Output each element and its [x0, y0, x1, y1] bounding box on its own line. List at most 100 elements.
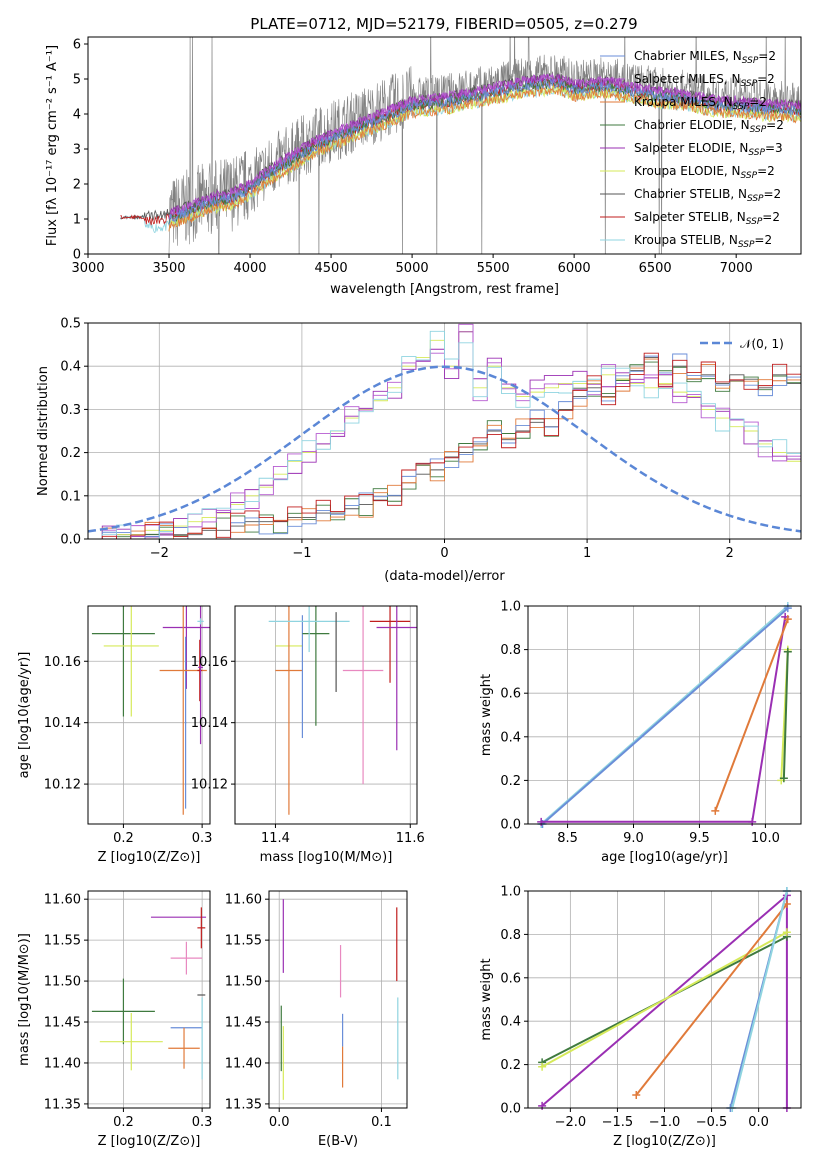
histogram-salpeter_miles: [88, 323, 801, 539]
weight-line: [731, 890, 788, 1109]
massweight_vs_Z-panel: −2.0 −1.5 −1.0 −0.5 0.0 0.0 0.2 0.4 0.6 0.8 1.0 Z […: [479, 885, 802, 1149]
y-tick-label: 11.35: [44, 1097, 81, 1112]
x-tick-label: 0: [440, 546, 448, 561]
x-tick-label: 5000: [396, 261, 429, 276]
axes-frame: [87, 36, 802, 255]
y-tick-label: 0.0: [500, 1102, 521, 1117]
errorbars: [91, 907, 207, 1080]
model-line-salpeter_miles: [168, 73, 801, 220]
y-tick-label: 11.50: [44, 975, 81, 990]
errorbars: [268, 606, 417, 815]
weight-marker: [783, 615, 792, 624]
model-line-chabrier_miles: [168, 77, 801, 225]
histogram-salpeter_stelib: [88, 352, 801, 539]
x-tick-label: 8.5: [557, 831, 578, 846]
y-tick-label: 4: [73, 108, 81, 123]
x-tick-label: 9.5: [689, 831, 710, 846]
legend-label: Chabrier STELIB, NSSP=2: [634, 187, 781, 204]
y-axis-label: mass weight: [479, 958, 494, 1040]
spectrum-panel: 3000 3500 4000 4500 5000 5500 6000 6500 7000 0 1 2 3…: [45, 36, 802, 297]
legend-label: Chabrier ELODIE, NSSP=2: [634, 118, 784, 135]
y-tick-label: 3: [73, 143, 81, 158]
y-tick-label: 0.8: [500, 643, 521, 658]
axes-frame: [527, 890, 802, 1109]
y-axis-label: Flux [fλ 10⁻¹⁷ erg cm⁻² s⁻¹ A⁻¹]: [45, 45, 60, 246]
weight-line: [714, 618, 789, 812]
residual-lines: [88, 323, 801, 539]
axes-frame: [87, 890, 211, 1109]
y-tick-label: 11.60: [225, 893, 262, 908]
y-tick-label: 5: [73, 73, 81, 88]
x-tick-label: 11.6: [396, 831, 425, 846]
y-tick-label: 1.0: [500, 600, 521, 615]
y-tick-label: 11.55: [44, 934, 81, 949]
weight-marker: [782, 928, 791, 937]
y-tick-label: 11.45: [225, 1016, 262, 1031]
histogram-chabrier_elodie: [88, 361, 801, 539]
y-tick-label: 0.2: [500, 1058, 521, 1073]
age_vs_mass-panel: 11.4 11.6 10.12 10.14 10.16 mass [log10(M/M⊙)…: [191, 605, 425, 865]
weight-marker: [779, 774, 788, 783]
x-axis-label: Z [log10(Z/Z⊙)]: [613, 1134, 716, 1149]
x-tick-label: −1: [292, 546, 311, 561]
weight-line: [782, 651, 789, 779]
x-axis-label: mass [log10(M/M⊙)]: [260, 850, 393, 865]
legend-label: Salpeter MILES, NSSP=2: [634, 72, 775, 89]
y-tick-label: 0.5: [60, 317, 81, 332]
x-axis-label: Z [log10(Z/Z⊙)]: [98, 850, 201, 865]
x-axis-label: wavelength [Angstrom, rest frame]: [330, 282, 559, 297]
y-axis-label: mass [log10(M/M⊙)]: [17, 933, 32, 1066]
x-tick-label: 0.2: [113, 1115, 134, 1130]
x-tick-label: 6500: [639, 261, 672, 276]
x-tick-label: 11.4: [261, 831, 290, 846]
histogram-chabrier_miles: [88, 353, 801, 539]
weight-marker: [711, 806, 720, 815]
y-tick-label: 0.1: [60, 489, 81, 504]
x-tick-label: 0.3: [192, 1115, 213, 1130]
massweight_vs_age-panel: 8.5 9.0 9.5 10.0 0.0 0.2 0.4 0.6 0.8 1.0 age [log1…: [479, 600, 802, 865]
legend-label: 𝒩(0, 1): [740, 337, 784, 351]
errorbars: [280, 899, 399, 1100]
y-tick-label: 0.2: [500, 774, 521, 789]
normal-curve: [88, 365, 801, 533]
x-tick-label: 5500: [477, 261, 510, 276]
errorbars: [91, 606, 210, 815]
y-tick-label: 0.6: [500, 971, 521, 986]
y-tick-label: 0.8: [500, 928, 521, 943]
x-tick-label: −2.0: [555, 1115, 587, 1130]
x-tick-label: 0.0: [269, 1115, 290, 1130]
y-tick-label: 2: [73, 178, 81, 193]
y-tick-label: 10.12: [191, 778, 228, 793]
x-tick-label: −1.5: [602, 1115, 634, 1130]
x-axis-label: Z [log10(Z/Z⊙)]: [98, 1134, 201, 1149]
y-tick-label: 0.0: [500, 818, 521, 833]
x-tick-label: 10.0: [751, 831, 780, 846]
y-tick-label: 11.60: [44, 893, 81, 908]
y-tick-label: 0.6: [500, 687, 521, 702]
spectrum-lines: [120, 37, 801, 254]
y-axis-label: age [log10(age/yr)]: [17, 652, 32, 779]
y-tick-label: 6: [73, 38, 81, 53]
x-tick-label: 1: [583, 546, 591, 561]
legend-label: Kroupa MILES, NSSP=2: [634, 95, 767, 112]
histogram-salpeter_elodie: [88, 331, 801, 539]
y-tick-label: 1.0: [500, 885, 521, 900]
weight-marker: [538, 1062, 547, 1071]
y-tick-label: 11.50: [225, 975, 262, 990]
y-tick-label: 10.14: [44, 716, 81, 731]
histogram-kroupa_miles: [88, 358, 801, 539]
x-tick-label: 4000: [233, 261, 266, 276]
y-tick-label: 10.12: [44, 778, 81, 793]
mass_vs_ebv-panel: 0.0 0.1 11.35 11.40 11.45 11.50 11.55 11.60 E(B-…: [225, 890, 408, 1149]
legend-label: Kroupa ELODIE, NSSP=2: [634, 164, 775, 181]
legend-label: Chabrier MILES, NSSP=2: [634, 49, 776, 66]
weight-line: [635, 903, 788, 1096]
x-tick-label: 0.2: [113, 831, 134, 846]
x-axis-label: E(B-V): [318, 1134, 358, 1149]
legend-label: Kroupa STELIB, NSSP=2: [634, 233, 772, 250]
x-tick-label: 9.0: [623, 831, 644, 846]
y-tick-label: 1: [73, 213, 81, 228]
y-axis-label: Normed distribution: [36, 366, 51, 496]
legend-label: Salpeter ELODIE, NSSP=3: [634, 141, 783, 158]
y-tick-label: 11.40: [44, 1056, 81, 1071]
